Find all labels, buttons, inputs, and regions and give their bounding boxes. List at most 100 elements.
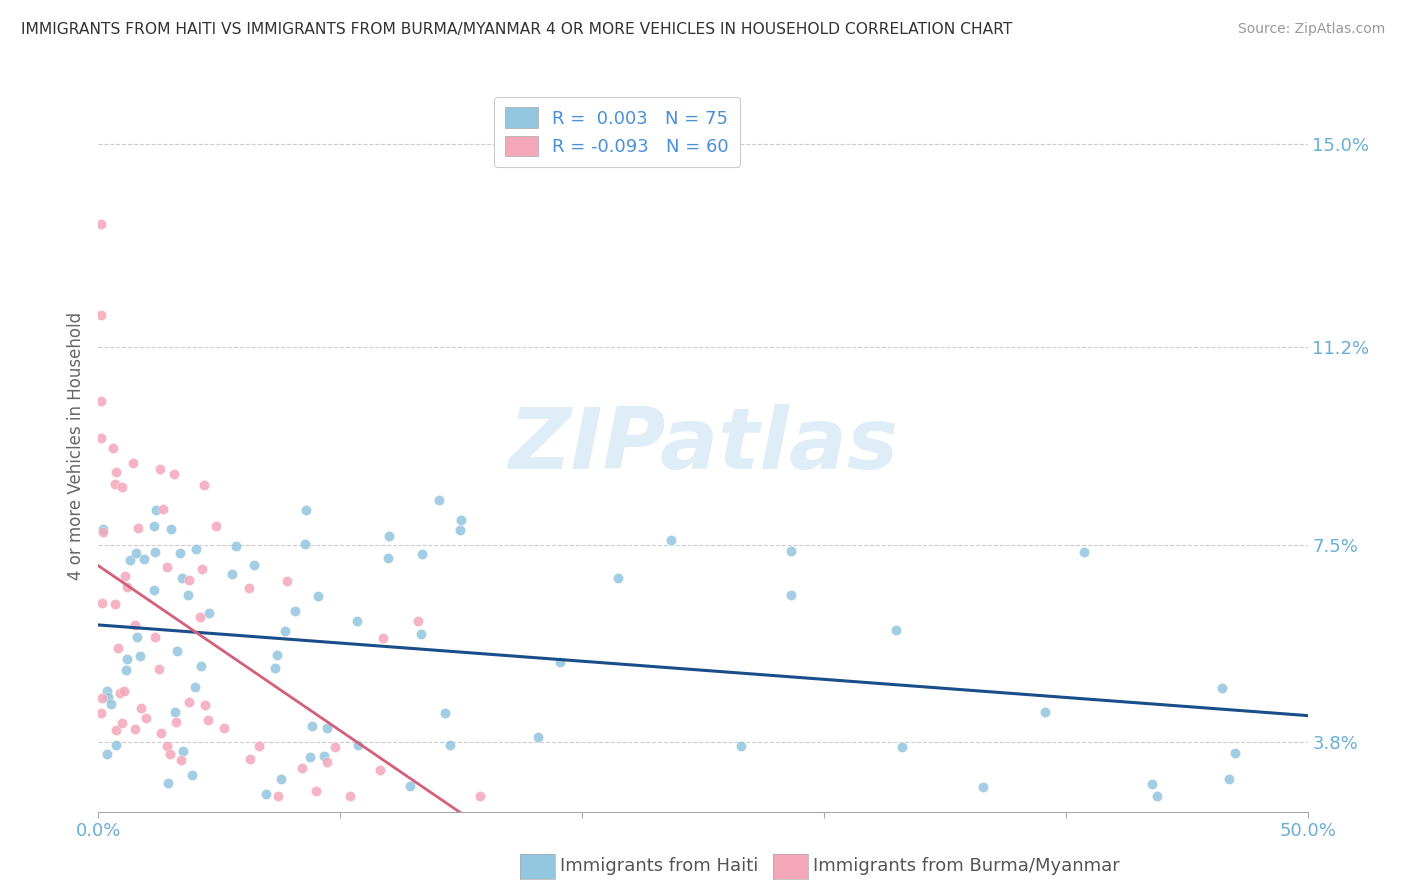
Point	[112, 684, 135, 698]
Point	[194, 698, 217, 712]
Point	[91, 691, 114, 706]
Point	[172, 571, 194, 585]
Point	[179, 573, 201, 587]
Point	[884, 623, 907, 637]
Point	[468, 789, 491, 803]
Point	[1073, 545, 1095, 559]
Point	[105, 465, 128, 479]
Point	[90, 393, 112, 408]
Point	[890, 740, 912, 755]
Point	[143, 545, 166, 559]
Point	[607, 571, 630, 585]
Point	[659, 533, 682, 547]
Point	[1218, 772, 1240, 786]
Point	[346, 738, 368, 752]
Point	[90, 706, 112, 720]
Text: Immigrants from Burma/Myanmar: Immigrants from Burma/Myanmar	[813, 857, 1119, 875]
Point	[91, 522, 114, 536]
Y-axis label: 4 or more Vehicles in Household: 4 or more Vehicles in Household	[66, 312, 84, 580]
Point	[270, 772, 292, 787]
Point	[111, 715, 134, 730]
Point	[142, 518, 165, 533]
Point	[166, 644, 188, 658]
Point	[972, 780, 994, 794]
Point	[143, 630, 166, 644]
Point	[212, 721, 235, 735]
Point	[127, 521, 149, 535]
Point	[104, 739, 127, 753]
Point	[370, 763, 392, 777]
Point	[266, 648, 288, 662]
Point	[152, 502, 174, 516]
Legend: R =  0.003   N = 75, R = -0.093   N = 60: R = 0.003 N = 75, R = -0.093 N = 60	[495, 96, 740, 167]
Point	[177, 695, 200, 709]
Point	[103, 441, 125, 455]
Point	[122, 456, 145, 470]
Point	[294, 537, 316, 551]
Point	[427, 492, 450, 507]
Point	[247, 739, 270, 754]
Point	[264, 661, 287, 675]
Point	[284, 604, 307, 618]
Point	[91, 595, 114, 609]
Point	[378, 528, 401, 542]
Point	[449, 523, 471, 537]
Point	[527, 730, 550, 744]
Point	[90, 218, 112, 232]
Point	[411, 547, 433, 561]
Point	[434, 706, 457, 720]
Point	[291, 761, 314, 775]
Point	[115, 580, 138, 594]
Point	[90, 431, 112, 445]
Point	[276, 574, 298, 588]
Point	[406, 614, 429, 628]
Point	[96, 684, 118, 698]
Point	[148, 662, 170, 676]
Point	[120, 553, 142, 567]
Text: Source: ZipAtlas.com: Source: ZipAtlas.com	[1237, 22, 1385, 37]
Point	[346, 615, 368, 629]
Point	[170, 753, 193, 767]
Point	[225, 539, 247, 553]
Point	[409, 627, 432, 641]
Point	[267, 789, 290, 803]
Point	[1211, 681, 1233, 695]
Point	[221, 567, 243, 582]
Point	[1033, 705, 1056, 719]
Point	[165, 714, 187, 729]
Point	[107, 640, 129, 655]
Point	[128, 648, 150, 663]
Point	[127, 630, 149, 644]
Point	[730, 739, 752, 753]
Point	[239, 752, 262, 766]
Point	[307, 589, 329, 603]
Point	[188, 609, 211, 624]
Point	[190, 562, 212, 576]
Point	[163, 467, 186, 481]
Point	[1140, 777, 1163, 791]
Point	[398, 779, 420, 793]
Point	[295, 502, 318, 516]
Point	[298, 750, 321, 764]
Point	[104, 597, 127, 611]
Point	[172, 744, 194, 758]
Point	[149, 462, 172, 476]
Point	[117, 652, 139, 666]
Point	[150, 726, 173, 740]
Point	[91, 524, 114, 539]
Point	[163, 705, 186, 719]
Point	[108, 686, 131, 700]
Point	[371, 632, 394, 646]
Point	[125, 546, 148, 560]
Point	[238, 581, 260, 595]
Point	[115, 663, 138, 677]
Point	[90, 308, 112, 322]
Point	[325, 740, 347, 755]
Point	[97, 690, 120, 704]
Point	[124, 723, 146, 737]
Point	[111, 479, 134, 493]
Point	[104, 723, 127, 737]
Point	[780, 588, 803, 602]
Point	[143, 583, 166, 598]
Point	[156, 739, 179, 753]
